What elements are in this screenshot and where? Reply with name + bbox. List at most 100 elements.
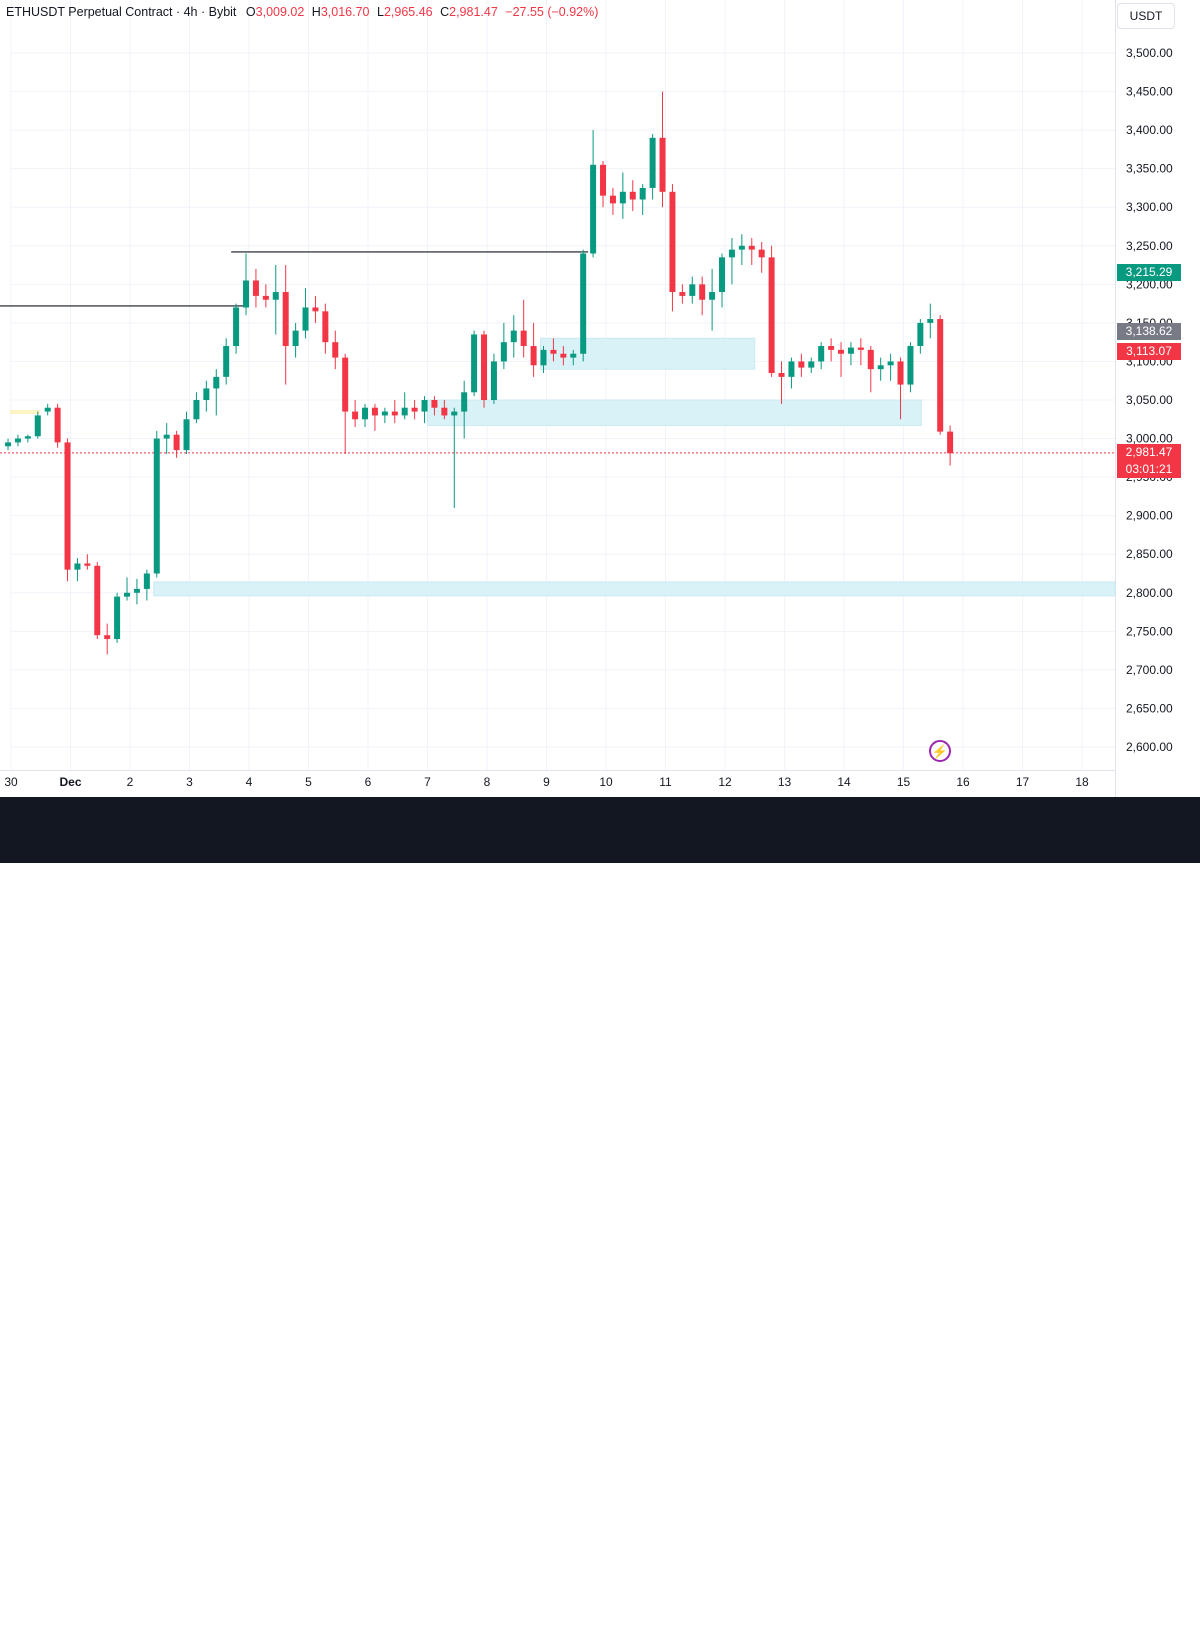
candle-body	[481, 334, 488, 400]
price-tick-label: 3,500.00	[1126, 46, 1173, 60]
candle-body	[173, 434, 180, 451]
time-tick-label: 4	[246, 775, 253, 789]
candle-body	[798, 361, 805, 368]
candle-body	[223, 346, 230, 377]
price-tick-label: 3,000.00	[1126, 432, 1173, 446]
candle-body	[114, 596, 121, 640]
time-tick-label: 15	[897, 775, 911, 789]
candle-body	[629, 191, 636, 200]
candle-body	[411, 407, 418, 412]
candle-body	[272, 292, 279, 300]
candle-body	[104, 635, 111, 640]
candle-body	[94, 565, 101, 636]
candle-body	[818, 346, 825, 362]
time-tick-label: 3	[186, 775, 193, 789]
candle-body	[302, 307, 309, 331]
current-price-tag: 2,981.47 03:01:21	[1117, 444, 1181, 478]
open-label: O	[245, 5, 256, 19]
candle-body	[213, 376, 220, 389]
candle-body	[262, 295, 269, 300]
candle-body	[64, 442, 71, 570]
candlestick-chart[interactable]: 2,600.00 2,650.00 2,700.00 2,750.00 2,800.00…	[0, 0, 1200, 797]
candle-body	[689, 284, 696, 296]
price-tick-label: 3,300.00	[1126, 200, 1173, 214]
candle-body	[74, 563, 81, 570]
low-value: 2,965.46	[383, 5, 433, 19]
footer-bar: TradingView	[0, 797, 1200, 1640]
candle-body	[471, 334, 478, 393]
bar-countdown: 03:01:21	[1125, 462, 1173, 476]
current-price-value: 2,981.47	[1125, 445, 1173, 459]
candle-body	[768, 257, 775, 374]
price-tag-3113: 3,113.07	[1117, 343, 1181, 360]
candle-body	[124, 592, 131, 597]
lightning-button[interactable]: ⚡	[929, 740, 951, 762]
candle-body	[847, 347, 854, 354]
candle-body	[431, 400, 438, 408]
price-tick-label: 2,750.00	[1126, 624, 1173, 638]
candle-body	[421, 400, 428, 412]
price-tick-label: 2,800.00	[1126, 586, 1173, 600]
candle-body	[867, 349, 874, 370]
candle-body	[619, 191, 626, 204]
candle-body	[947, 431, 954, 454]
candle-body	[887, 361, 894, 366]
candle-body	[362, 407, 369, 420]
candle-body	[838, 349, 845, 354]
time-tick-label: 30	[4, 775, 18, 789]
candle-body	[461, 392, 468, 412]
candle-body	[34, 415, 41, 437]
candle-body	[233, 307, 240, 347]
candle-body	[203, 388, 210, 400]
price-tick-label: 2,900.00	[1126, 509, 1173, 523]
time-tick-label: 12	[718, 775, 732, 789]
time-tick-label: 16	[956, 775, 970, 789]
time-tick-label: 9	[543, 775, 550, 789]
candle-body	[609, 195, 616, 204]
candle-body	[897, 361, 904, 385]
candle-body	[580, 253, 587, 354]
price-tag-3138: 3,138.62	[1117, 323, 1181, 340]
low-label: L	[376, 5, 384, 19]
candle-body	[14, 438, 21, 443]
candle-body	[133, 588, 140, 593]
candle-body	[540, 349, 547, 366]
time-tick-label: 11	[659, 775, 672, 789]
close-value: 2,981.47	[449, 5, 498, 19]
price-tick-label: 3,250.00	[1126, 239, 1173, 253]
candle-body	[639, 187, 646, 200]
candle-body	[857, 347, 864, 350]
lightning-icon: ⚡	[931, 743, 949, 759]
time-tick-label: 5	[305, 775, 312, 789]
candle-body	[550, 349, 557, 354]
time-tick-label: 2	[127, 775, 134, 789]
tradingview-logo-text: TradingView	[56, 1615, 182, 1640]
candle-body	[560, 353, 567, 358]
tradingview-logo[interactable]: TradingView	[14, 1615, 182, 1641]
chart-area[interactable]: 2,600.00 2,650.00 2,700.00 2,750.00 2,800.00…	[0, 0, 1200, 797]
symbol-legend: ETHUSDT Perpetual Contract · 4h · Bybit …	[6, 5, 598, 19]
candle-body	[193, 400, 200, 420]
price-tag-3215: 3,215.29	[1117, 264, 1181, 281]
price-tick-label: 3,050.00	[1126, 393, 1173, 407]
candle-body	[312, 307, 319, 312]
candle-body	[163, 434, 170, 439]
currency-unit-button[interactable]: USDT	[1117, 3, 1175, 29]
candle-body	[500, 342, 507, 362]
symbol-title[interactable]: ETHUSDT Perpetual Contract · 4h · Bybit	[6, 5, 237, 19]
candle-body	[153, 438, 160, 574]
candle-body	[590, 164, 597, 254]
candle-body	[243, 280, 250, 308]
time-tick-label: 10	[599, 775, 613, 789]
price-tick-label: 2,700.00	[1126, 663, 1173, 677]
candle-body	[451, 411, 458, 416]
price-tick-label: 3,400.00	[1126, 123, 1173, 137]
candle-body	[659, 137, 666, 192]
price-tick-label: 2,600.00	[1126, 740, 1173, 754]
candle-body	[510, 330, 517, 343]
change-value: −27.55 (−0.92%)	[505, 5, 599, 19]
candle-body	[54, 407, 61, 443]
candle-body	[352, 411, 359, 420]
price-tick-label: 2,650.00	[1126, 701, 1173, 715]
highlight-marker	[10, 410, 40, 414]
